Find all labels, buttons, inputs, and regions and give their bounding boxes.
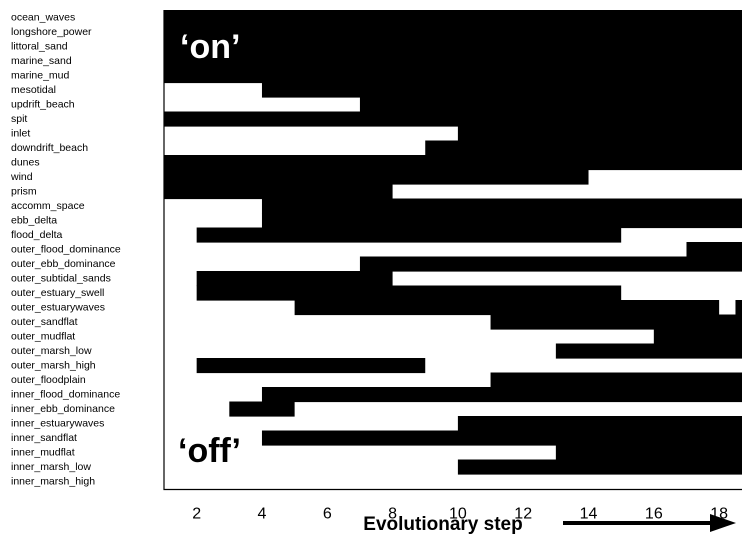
row-label: inner_sandflat (11, 432, 77, 444)
on-segment-outer_estuary_swell-0 (196, 285, 622, 301)
row-label: inner_mudflat (11, 447, 75, 459)
on-segment-mesotidal-0 (261, 82, 742, 98)
on-segment-accomm_space-0 (261, 198, 742, 214)
row-label: outer_ebb_dominance (11, 258, 116, 270)
on-segment-wind-0 (164, 169, 589, 185)
x-tick-label: 6 (323, 506, 332, 523)
on-segment-ocean_waves-0 (164, 10, 742, 26)
on-segment-inner_flood_dominance-0 (261, 387, 742, 403)
x-tick-label: 12 (514, 506, 532, 523)
row-label: inner_ebb_dominance (11, 403, 115, 415)
row-label: wind (10, 171, 33, 183)
on-segment-outer_ebb_dominance-0 (359, 256, 742, 272)
on-segment-inner_estuarywaves-0 (457, 416, 742, 432)
row-label: outer_estuary_swell (11, 287, 104, 299)
on-segment-dunes-0 (164, 155, 742, 171)
on-segment-outer_flood_dominance-0 (686, 242, 742, 258)
row-label: outer_mudflat (11, 331, 75, 343)
row-label: prism (11, 186, 37, 198)
row-label: longshore_power (11, 26, 92, 38)
on-segment-inner_marsh_low-0 (457, 459, 742, 475)
row-label: inner_marsh_low (11, 461, 91, 473)
row-label: ocean_waves (11, 12, 75, 24)
row-label: flood_delta (11, 229, 63, 241)
row-label: ebb_delta (11, 215, 57, 227)
row-label: outer_subtidal_sands (11, 273, 111, 285)
row-label: outer_floodplain (11, 374, 86, 386)
x-tick-label: 16 (645, 506, 663, 523)
axis-lines (163, 10, 742, 491)
row-label: updrift_beach (11, 99, 75, 111)
on-segment-downdrift_beach-0 (425, 140, 742, 156)
x-tick-label: 4 (258, 506, 267, 523)
row-label: outer_sandflat (11, 316, 78, 328)
row-label: inlet (11, 128, 30, 140)
row-label: marine_mud (11, 70, 70, 82)
row-label: outer_marsh_low (11, 345, 92, 357)
plot-area (163, 10, 742, 491)
on-segment-outer_mudflat-0 (653, 329, 742, 345)
row-label: outer_estuarywaves (11, 302, 105, 314)
on-segment-outer_estuarywaves-0 (294, 300, 720, 316)
on-segment-inner_mudflat-0 (555, 445, 742, 461)
row-label: mesotidal (11, 84, 56, 96)
on-segment-outer_sandflat-0 (490, 314, 742, 330)
x-tick-label: 14 (580, 506, 598, 523)
on-segment-spit-0 (164, 111, 742, 127)
row-label: inner_estuarywaves (11, 418, 104, 430)
on-state-label: ‘on’ (180, 28, 240, 66)
row-label: outer_marsh_high (11, 360, 96, 372)
on-segment-marine_sand-0 (164, 53, 742, 69)
row-label: spit (11, 113, 27, 125)
row-label: marine_sand (11, 55, 72, 67)
x-tick-label: 8 (388, 506, 397, 523)
row-label: accomm_space (11, 200, 85, 212)
row-label: inner_marsh_high (11, 476, 95, 488)
off-state-label: ‘off’ (178, 432, 241, 470)
on-segment-updrift_beach-0 (359, 97, 742, 113)
x-tick-label: 10 (449, 506, 467, 523)
on-segment-inlet-0 (457, 126, 742, 142)
on-segment-flood_delta-0 (196, 227, 622, 243)
on-segment-inner_sandflat-0 (261, 430, 742, 446)
arrow-icon (563, 514, 736, 532)
on-segment-marine_mud-0 (164, 68, 742, 84)
on-segment-littoral_sand-0 (164, 39, 742, 55)
x-tick-label: 2 (192, 506, 201, 523)
on-segment-longshore_power-0 (164, 24, 742, 40)
on-segment-ebb_delta-0 (261, 213, 742, 229)
on-segment-prism-0 (164, 184, 393, 200)
on-segment-outer_subtidal_sands-0 (196, 271, 393, 287)
on-segment-outer_marsh_high-0 (196, 358, 426, 374)
on-segment-outer_marsh_low-0 (555, 343, 742, 359)
on-segment-outer_floodplain-0 (490, 372, 742, 388)
on-segment-outer_estuarywaves-1 (735, 300, 742, 316)
row-labels: ocean_waves longshore_power littoral_sandm… (10, 12, 121, 488)
row-label: outer_flood_dominance (11, 244, 121, 256)
row-label: dunes (11, 157, 40, 169)
x-axis-title: Evolutionary step (363, 514, 522, 535)
on-segment-inner_ebb_dominance-0 (229, 401, 295, 417)
row-label: littoral_sand (11, 41, 68, 53)
row-label: inner_flood_dominance (11, 389, 120, 401)
row-label: downdrift_beach (11, 142, 88, 154)
